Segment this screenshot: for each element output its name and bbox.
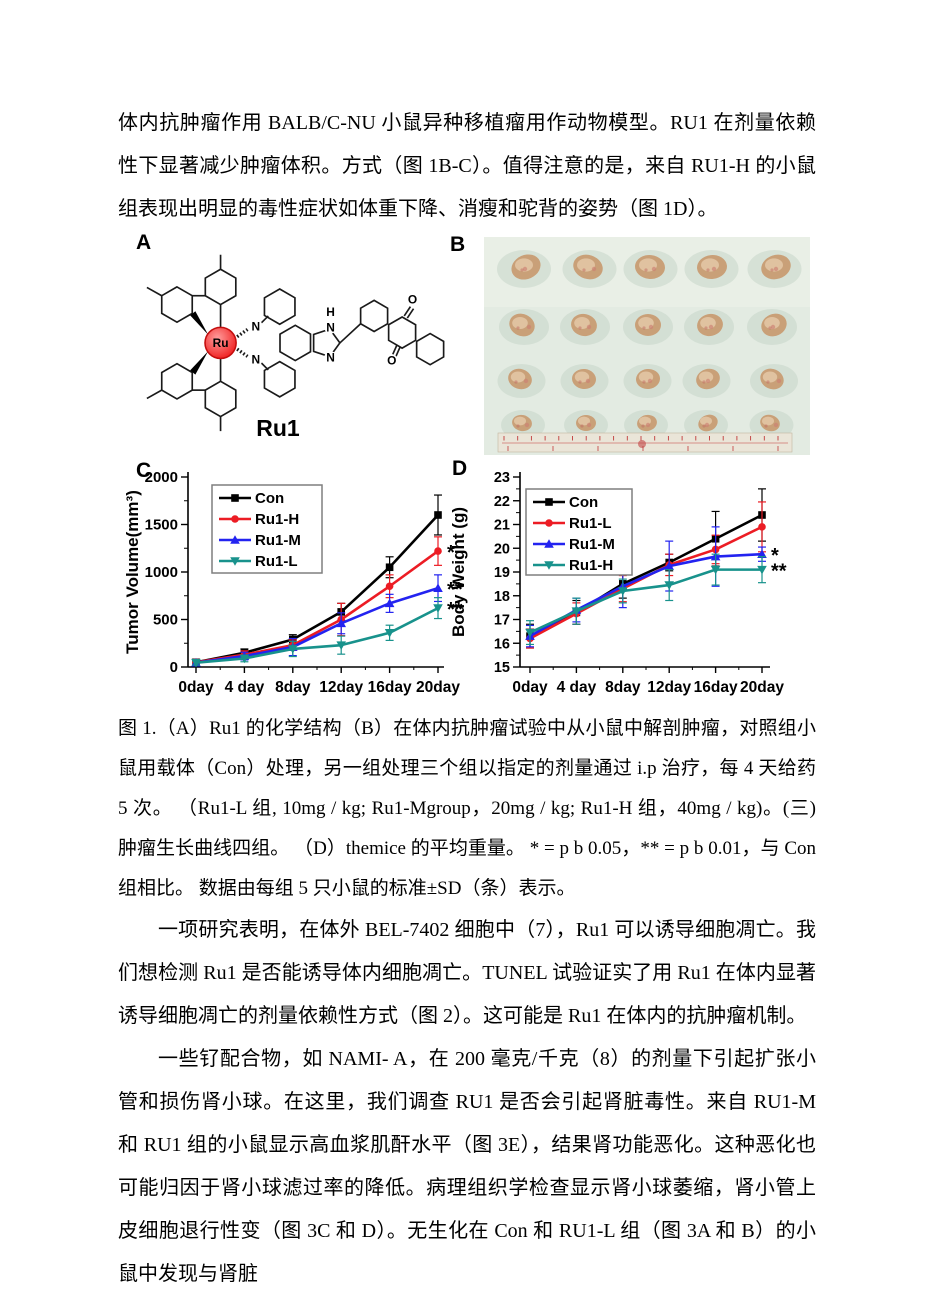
body-weight-chart: 15 16 17 18 19 20 21 22 23 0day 4 day 8day 12day 16da… bbox=[449, 470, 787, 696]
ru-center-highlight bbox=[204, 326, 237, 360]
svg-text:Con: Con bbox=[255, 490, 284, 507]
molecule-structure: Ru N N H N N O O bbox=[146, 254, 445, 432]
panel-b-label: B bbox=[450, 233, 466, 256]
svg-text:19: 19 bbox=[494, 565, 510, 581]
molecule-bonds bbox=[146, 254, 445, 432]
svg-text:**: ** bbox=[447, 579, 463, 601]
svg-text:Body Weight (g): Body Weight (g) bbox=[449, 507, 468, 637]
svg-text:Ru1-L: Ru1-L bbox=[255, 553, 298, 570]
svg-text:4 day: 4 day bbox=[225, 679, 265, 696]
svg-text:20day: 20day bbox=[416, 679, 460, 696]
svg-text:16day: 16day bbox=[694, 679, 738, 696]
n1-atom-label: N bbox=[252, 319, 261, 333]
svg-text:22: 22 bbox=[494, 494, 510, 510]
svg-text:Tumor Volume(mm³): Tumor Volume(mm³) bbox=[124, 490, 142, 654]
svg-text:4 day: 4 day bbox=[557, 679, 597, 696]
panel-a-label: A bbox=[136, 231, 152, 254]
molecule-name: Ru1 bbox=[256, 415, 300, 441]
svg-text:8day: 8day bbox=[275, 679, 311, 696]
nh-n-atom-label: N bbox=[326, 321, 335, 335]
body-paragraph-3: 一些钌配合物，如 NAMI- A，在 200 毫克/千克（8）的剂量下引起扩张小… bbox=[118, 1048, 816, 1285]
figure-caption: 图 1.（A）Ru1 的化学结构（B）在体内抗肿瘤试验中从小鼠中解剖肿瘤，对照组… bbox=[118, 718, 816, 899]
ru-atom-label: Ru bbox=[213, 336, 229, 350]
svg-text:21: 21 bbox=[494, 518, 510, 534]
o1-atom-label: O bbox=[408, 293, 417, 307]
svg-text:*: * bbox=[771, 545, 779, 567]
tumor-photo bbox=[484, 237, 810, 455]
svg-text:Ru1-M: Ru1-M bbox=[255, 532, 301, 549]
body-paragraph-2: 一项研究表明，在体外 BEL-7402 细胞中（7），Ru1 可以诱导细胞凋亡。… bbox=[118, 919, 816, 1027]
svg-text:Ru1-L: Ru1-L bbox=[569, 515, 612, 532]
panel-d-label: D bbox=[452, 457, 468, 480]
svg-text:18: 18 bbox=[494, 589, 510, 605]
svg-text:23: 23 bbox=[494, 470, 510, 486]
svg-text:20: 20 bbox=[494, 541, 510, 557]
svg-text:Ru1-H: Ru1-H bbox=[569, 557, 613, 574]
svg-text:12day: 12day bbox=[647, 679, 691, 696]
svg-text:*: * bbox=[447, 542, 455, 564]
svg-text:16: 16 bbox=[494, 636, 510, 652]
panel-c-label: C bbox=[136, 459, 152, 482]
svg-text:0day: 0day bbox=[512, 679, 548, 696]
svg-text:0: 0 bbox=[170, 659, 178, 676]
page-content: 体内抗肿瘤作用 BALB/C-NU 小鼠异种移植瘤用作动物模型。RU1 在剂量依… bbox=[118, 0, 816, 1296]
body-paragraph-1: 体内抗肿瘤作用 BALB/C-NU 小鼠异种移植瘤用作动物模型。RU1 在剂量依… bbox=[118, 112, 816, 220]
svg-text:17: 17 bbox=[494, 613, 510, 629]
svg-text:500: 500 bbox=[153, 612, 178, 629]
n2-atom-label: N bbox=[252, 353, 261, 367]
svg-text:**: ** bbox=[771, 561, 787, 583]
svg-text:8day: 8day bbox=[605, 679, 641, 696]
svg-text:Ru1-M: Ru1-M bbox=[569, 536, 615, 553]
o2-atom-label: O bbox=[387, 354, 396, 368]
svg-text:**: ** bbox=[447, 599, 463, 621]
svg-text:Con: Con bbox=[569, 494, 598, 511]
tumor-volume-chart: 0 500 1000 1500 2000 0day 4 day 8day 12day 16day 2… bbox=[124, 469, 463, 696]
svg-text:0day: 0day bbox=[178, 679, 214, 696]
svg-text:16day: 16day bbox=[368, 679, 412, 696]
n3-atom-label: N bbox=[326, 351, 335, 365]
svg-text:Ru1-H: Ru1-H bbox=[255, 511, 299, 528]
svg-text:15: 15 bbox=[494, 660, 510, 676]
svg-text:2000: 2000 bbox=[145, 469, 178, 486]
svg-text:1000: 1000 bbox=[145, 564, 178, 581]
svg-text:20day: 20day bbox=[740, 679, 784, 696]
svg-text:1500: 1500 bbox=[145, 517, 178, 534]
svg-text:12day: 12day bbox=[319, 679, 363, 696]
figure-1: A B C D Ru N N H N bbox=[118, 231, 816, 709]
nh-h-atom-label: H bbox=[326, 305, 335, 319]
